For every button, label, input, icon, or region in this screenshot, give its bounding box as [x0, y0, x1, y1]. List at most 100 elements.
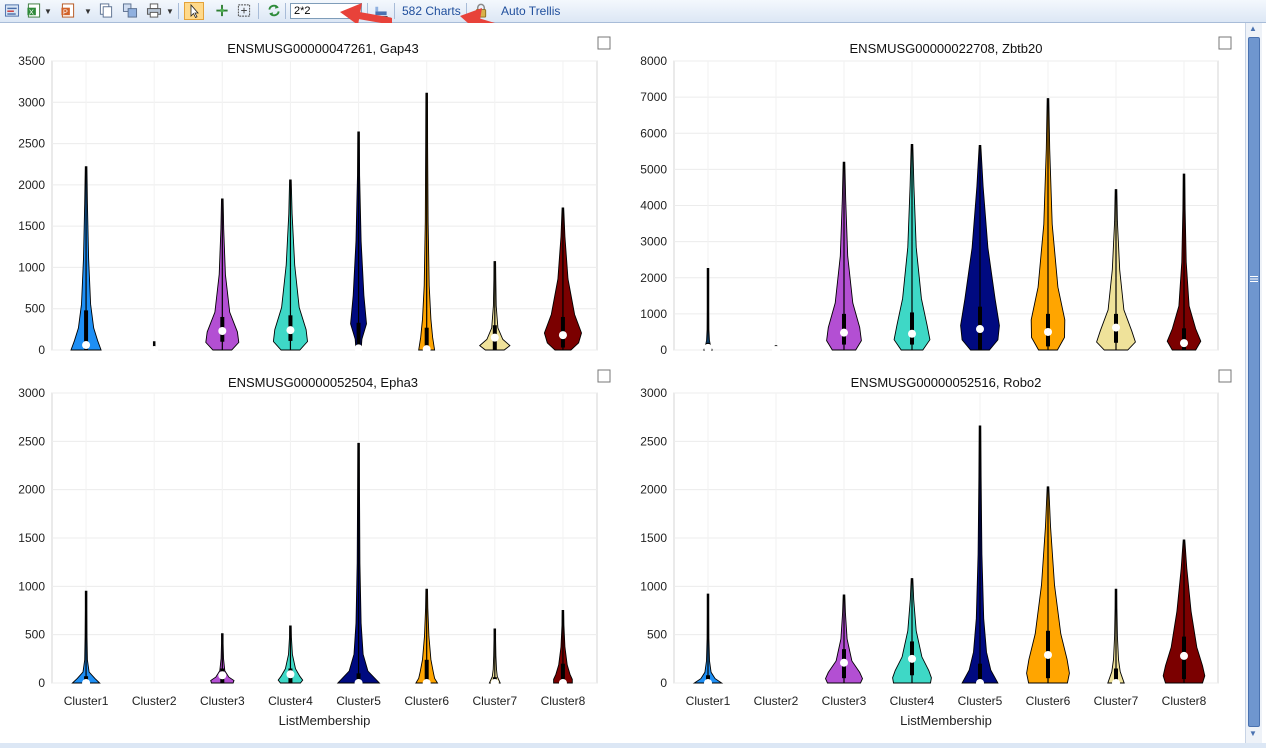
- violin-iqr-box: [1114, 668, 1118, 683]
- violin-chart: ENSMUSG00000047261, Gap43 0 500 1000 1500 200…: [18, 36, 611, 357]
- violin-median-marker: [422, 679, 431, 687]
- copy-all-icon[interactable]: [122, 3, 138, 18]
- select-pointer-icon[interactable]: [184, 2, 204, 20]
- violin-median-marker: [1180, 339, 1188, 348]
- chart-title: ENSMUSG00000052504, Epha3: [228, 375, 418, 390]
- y-tick-label: 5000: [640, 162, 667, 176]
- vertical-scrollbar[interactable]: ▲ ▼: [1245, 23, 1262, 743]
- y-tick-label: 3500: [18, 54, 45, 68]
- x-tick-label: Cluster1: [64, 694, 109, 708]
- y-tick-label: 0: [660, 343, 667, 357]
- charts-count-link[interactable]: 582 Charts: [402, 4, 461, 18]
- y-tick-label: 2500: [18, 137, 45, 151]
- violin-iqr-box: [356, 673, 361, 683]
- violin-median-marker: [558, 331, 567, 340]
- violin-iqr-box: [84, 310, 89, 350]
- violin-median-marker: [1044, 650, 1052, 659]
- y-tick-label: 2000: [18, 483, 45, 497]
- chart-title: ENSMUSG00000047261, Gap43: [227, 41, 419, 56]
- violin-median-marker: [286, 326, 295, 335]
- violin-median-marker: [286, 670, 295, 679]
- violin-chart: ENSMUSG00000052516, Robo2 0 500 1000 1500 200…: [640, 369, 1232, 728]
- y-tick-label: 3000: [640, 235, 667, 249]
- y-tick-label: 1500: [18, 219, 45, 233]
- violin-median-marker: [840, 658, 848, 667]
- violin-median-marker: [422, 345, 431, 354]
- y-tick-label: 8000: [640, 54, 667, 68]
- violin-median-marker: [490, 679, 499, 687]
- powerpoint-export-dropdown[interactable]: ▼: [84, 7, 92, 16]
- x-tick-label: Cluster7: [472, 694, 517, 708]
- violin-median-marker: [150, 346, 159, 354]
- y-tick-label: 3000: [18, 95, 45, 109]
- y-tick-label: 1500: [640, 531, 667, 545]
- y-tick-label: 1000: [18, 579, 45, 593]
- violin-chart: ENSMUSG00000052504, Epha3 0 500 1000 1500 200…: [18, 369, 611, 728]
- violin-median-marker: [704, 343, 712, 352]
- properties-icon[interactable]: [4, 3, 20, 18]
- chart-title: ENSMUSG00000022708, Zbtb20: [850, 41, 1043, 56]
- violin-median-marker: [558, 679, 567, 687]
- select-checkbox[interactable]: [597, 36, 611, 50]
- violin-median-marker: [840, 328, 848, 337]
- powerpoint-export-icon[interactable]: P: [60, 3, 76, 18]
- x-tick-label: Cluster4: [268, 694, 313, 708]
- trellis-panel: ENSMUSG00000047261, Gap43 0 500 1000 1500 200…: [0, 23, 1245, 743]
- violin-trellis: ENSMUSG00000047261, Gap43 0 500 1000 1500 200…: [18, 36, 1232, 728]
- violin-median-marker: [354, 344, 363, 353]
- violin-median-marker: [908, 329, 916, 338]
- x-tick-label: Cluster3: [200, 694, 245, 708]
- svg-text:X: X: [29, 7, 34, 16]
- y-tick-label: 0: [38, 343, 45, 357]
- x-tick-label: Cluster5: [958, 694, 1003, 708]
- y-tick-label: 2000: [18, 178, 45, 192]
- violin-median-marker: [976, 325, 984, 334]
- y-tick-label: 1000: [18, 260, 45, 274]
- x-axis-label: ListMembership: [279, 713, 371, 728]
- y-tick-label: 4000: [640, 199, 667, 213]
- y-tick-label: 1000: [640, 307, 667, 321]
- y-tick-label: 6000: [640, 126, 667, 140]
- copy-icon[interactable]: [98, 3, 114, 18]
- violin-median-marker: [490, 333, 499, 342]
- violin-iqr-box: [978, 663, 982, 683]
- chart-toolbar: X ▼ P ▼ ▼ 2*2 ▼ 582 Charts: [0, 0, 1266, 34]
- excel-export-icon[interactable]: X: [26, 3, 42, 18]
- status-strip: [0, 743, 1266, 748]
- violin-median-marker: [82, 679, 91, 687]
- y-tick-label: 500: [647, 628, 667, 642]
- y-tick-label: 2500: [640, 434, 667, 448]
- violin-median-marker: [1180, 651, 1188, 660]
- select-checkbox[interactable]: [597, 369, 611, 383]
- x-tick-label: Cluster3: [822, 694, 867, 708]
- violin-median-marker: [1112, 323, 1120, 332]
- excel-export-dropdown[interactable]: ▼: [44, 7, 52, 16]
- y-tick-label: 0: [38, 676, 45, 690]
- refresh-icon[interactable]: [266, 3, 282, 18]
- x-tick-label: Cluster7: [1094, 694, 1139, 708]
- violin-chart: ENSMUSG00000022708, Zbtb20 0 1000 2000 3000 4…: [640, 36, 1232, 357]
- auto-trellis-button[interactable]: Auto Trellis: [501, 4, 561, 18]
- zoom-fit-icon[interactable]: [236, 3, 252, 18]
- scroll-down-icon[interactable]: ▼: [1249, 729, 1257, 738]
- scroll-up-icon[interactable]: ▲: [1249, 24, 1257, 33]
- select-checkbox[interactable]: [1218, 36, 1232, 50]
- y-tick-label: 2000: [640, 271, 667, 285]
- y-tick-label: 7000: [640, 90, 667, 104]
- print-icon[interactable]: [146, 3, 162, 18]
- violin-median-marker: [976, 679, 984, 687]
- violin-iqr-box: [910, 312, 914, 345]
- y-tick-label: 2000: [640, 483, 667, 497]
- violin-median-marker: [218, 671, 227, 680]
- x-tick-label: Cluster8: [1162, 694, 1207, 708]
- pan-icon[interactable]: [214, 3, 230, 18]
- layout-select[interactable]: 2*2 ▼: [290, 3, 362, 19]
- select-checkbox[interactable]: [1218, 369, 1232, 383]
- violin-median-marker: [704, 679, 712, 687]
- y-tick-label: 1000: [640, 579, 667, 593]
- violin-median-marker: [218, 327, 227, 336]
- y-tick-label: 2500: [18, 434, 45, 448]
- scrollbar-thumb[interactable]: [1248, 37, 1260, 727]
- print-dropdown[interactable]: ▼: [166, 7, 174, 16]
- x-tick-label: Cluster1: [686, 694, 731, 708]
